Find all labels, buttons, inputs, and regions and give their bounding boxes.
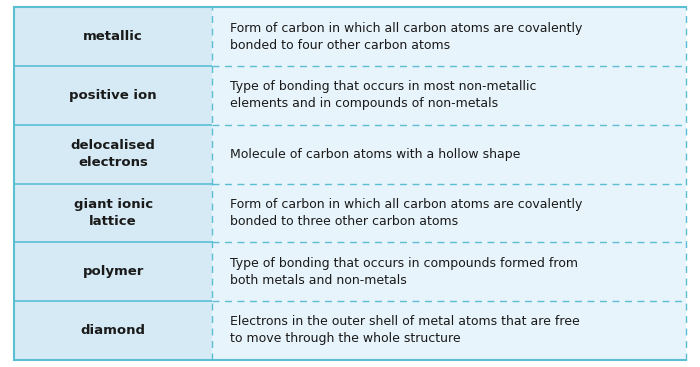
Text: Form of carbon in which all carbon atoms are covalently
bonded to three other ca: Form of carbon in which all carbon atoms… <box>230 198 582 228</box>
Text: diamond: diamond <box>80 324 146 337</box>
Bar <box>212 184 686 242</box>
Text: Type of bonding that occurs in compounds formed from
both metals and non-metals: Type of bonding that occurs in compounds… <box>230 257 578 287</box>
Text: Type of bonding that occurs in most non-metallic
elements and in compounds of no: Type of bonding that occurs in most non-… <box>230 80 536 110</box>
Text: polymer: polymer <box>83 265 144 278</box>
Bar <box>212 301 686 360</box>
Text: Form of carbon in which all carbon atoms are covalently
bonded to four other car: Form of carbon in which all carbon atoms… <box>230 22 582 52</box>
Bar <box>212 66 686 125</box>
Bar <box>14 184 212 242</box>
Text: Electrons in the outer shell of metal atoms that are free
to move through the wh: Electrons in the outer shell of metal at… <box>230 315 580 345</box>
Bar <box>14 66 212 125</box>
Text: giant ionic
lattice: giant ionic lattice <box>74 198 153 228</box>
Bar <box>212 125 686 184</box>
Bar <box>212 7 686 66</box>
Bar <box>14 301 212 360</box>
Bar <box>14 7 212 66</box>
Bar <box>14 242 212 301</box>
Bar <box>212 242 686 301</box>
Text: metallic: metallic <box>83 30 143 43</box>
Text: delocalised
electrons: delocalised electrons <box>71 139 155 169</box>
Text: positive ion: positive ion <box>69 89 157 102</box>
Bar <box>14 125 212 184</box>
Text: Molecule of carbon atoms with a hollow shape: Molecule of carbon atoms with a hollow s… <box>230 148 520 161</box>
